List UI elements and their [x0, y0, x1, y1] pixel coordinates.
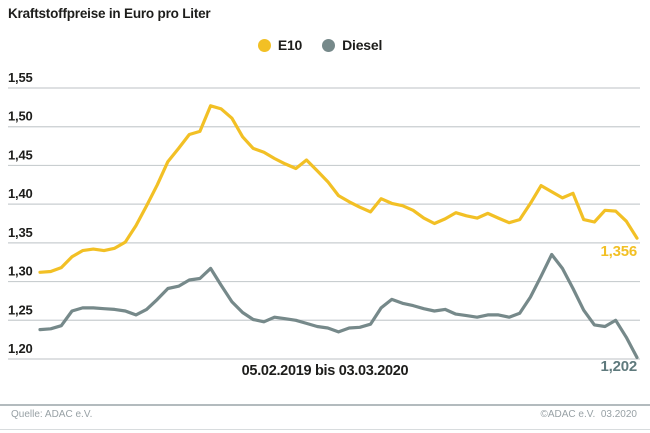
footer: Quelle: ADAC e.V. ©ADAC e.V. 03.2020	[0, 409, 650, 420]
x-axis-date-range: 05.02.2019 bis 03.03.2020	[241, 363, 409, 379]
y-tick-label: 1,20	[8, 341, 33, 356]
source-note: Quelle: ADAC e.V.	[11, 409, 93, 420]
y-tick-label: 1,30	[8, 264, 33, 279]
e10-end-value-label: 1,356	[600, 243, 637, 260]
footer-divider	[0, 404, 650, 406]
diesel-dot-icon	[322, 38, 336, 52]
e10-dot-icon	[257, 38, 271, 52]
legend-item-e10: E10	[257, 37, 303, 53]
y-tick-label: 1,50	[8, 109, 33, 124]
y-tick-label: 1,40	[8, 186, 33, 201]
chart-title: Kraftstoffpreise in Euro pro Liter	[8, 6, 211, 21]
legend-item-diesel: Diesel	[322, 37, 382, 53]
y-tick-label: 1,55	[8, 70, 33, 85]
legend-label-e10: E10	[277, 37, 303, 53]
series-line-diesel	[38, 252, 639, 360]
series-line-e10	[38, 104, 639, 274]
y-tick-label: 1,25	[8, 302, 33, 317]
y-tick-label: 1,45	[8, 147, 33, 162]
y-tick-label: 1,35	[8, 225, 33, 240]
copyright-note: ©ADAC e.V. 03.2020	[540, 409, 637, 420]
legend: E10 Diesel	[0, 37, 640, 53]
diesel-end-value-label: 1,202	[600, 358, 637, 375]
legend-label-diesel: Diesel	[342, 37, 383, 53]
bottom-border	[0, 429, 650, 430]
